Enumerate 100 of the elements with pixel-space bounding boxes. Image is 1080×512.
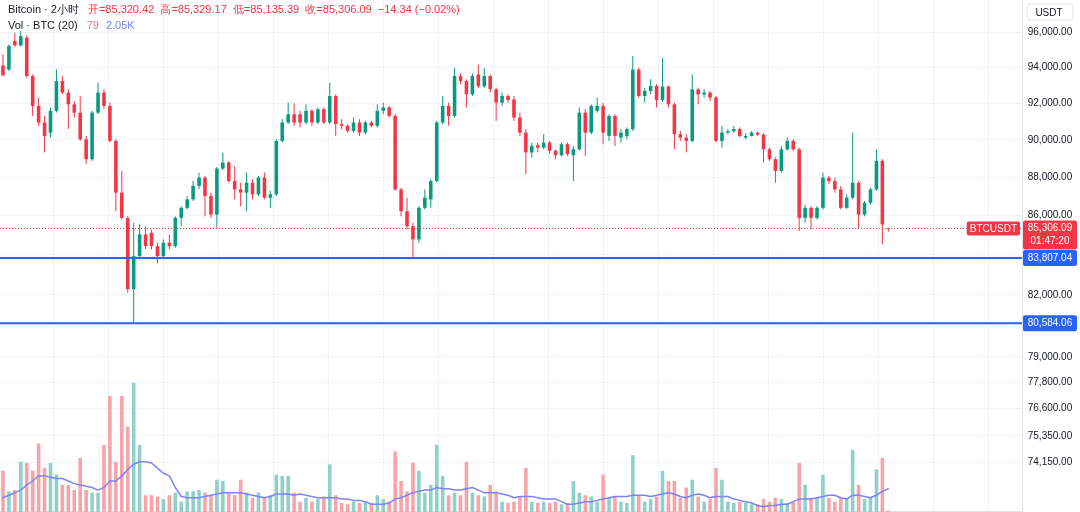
candlestick xyxy=(423,188,427,211)
candlestick xyxy=(84,135,88,165)
candlestick xyxy=(803,204,807,224)
bar xyxy=(636,495,641,512)
bar xyxy=(607,497,611,512)
candlestick xyxy=(524,128,528,175)
bar xyxy=(209,495,213,512)
bar xyxy=(226,492,231,512)
candlestick xyxy=(226,160,231,184)
chart-title: Bitcoin · 2小时 xyxy=(8,3,79,15)
bar xyxy=(405,491,409,512)
candlestick xyxy=(518,112,522,137)
candlestick xyxy=(838,185,843,211)
y-tick-label: 77,800.00 xyxy=(1027,376,1073,388)
y-tick-label: 82,000.00 xyxy=(1027,288,1073,300)
bar xyxy=(827,497,831,512)
bar xyxy=(327,464,332,512)
bar xyxy=(797,462,801,512)
candlestick xyxy=(613,113,617,147)
candlestick xyxy=(13,32,17,48)
y-tick-label: 75,350.00 xyxy=(1027,429,1073,441)
bar xyxy=(280,475,285,512)
y-tick-label: 94,000.00 xyxy=(1027,61,1073,73)
candlestick xyxy=(209,192,213,219)
candlestick xyxy=(827,175,831,185)
candlestick xyxy=(179,205,184,227)
bar xyxy=(488,484,492,512)
candlestick xyxy=(292,102,296,127)
bar xyxy=(417,470,421,512)
bar xyxy=(215,479,219,512)
bar xyxy=(737,501,742,512)
bar xyxy=(13,490,17,512)
bar xyxy=(24,462,29,512)
bar xyxy=(530,501,534,512)
bar xyxy=(191,491,195,512)
candlestick xyxy=(197,172,201,190)
bar xyxy=(120,395,124,512)
candlestick xyxy=(429,178,433,209)
bar xyxy=(583,495,588,512)
chart-title: Vol · BTC (20) xyxy=(8,19,78,31)
bar xyxy=(702,501,706,512)
bar xyxy=(423,492,427,512)
candlestick xyxy=(482,67,487,89)
candlestick xyxy=(286,102,290,125)
bar xyxy=(197,490,201,512)
bar xyxy=(613,496,617,512)
bar xyxy=(102,444,106,512)
bar xyxy=(601,474,605,512)
bar xyxy=(286,475,290,512)
candlestick xyxy=(280,118,285,144)
bar xyxy=(90,492,94,512)
bar xyxy=(732,502,736,512)
bar xyxy=(7,491,11,512)
candlestick xyxy=(583,108,588,157)
candlestick xyxy=(203,175,207,217)
y-tick-label: 79,000.00 xyxy=(1027,350,1073,362)
candlestick xyxy=(102,88,106,110)
bar xyxy=(434,444,439,512)
candlestick xyxy=(726,128,730,135)
candlestick xyxy=(512,95,516,122)
y-tick-label: 96,000.00 xyxy=(1027,26,1073,38)
bar xyxy=(494,491,498,512)
bar xyxy=(815,497,819,512)
bar xyxy=(72,490,77,512)
bar xyxy=(791,501,796,512)
bar xyxy=(690,479,695,512)
candlestick xyxy=(488,73,492,94)
bar xyxy=(838,497,843,512)
bar xyxy=(619,501,623,512)
bar xyxy=(203,492,207,512)
bar xyxy=(589,496,593,512)
bar xyxy=(696,496,700,512)
y-axis-title: USDT xyxy=(1035,6,1063,18)
bar xyxy=(720,479,724,512)
bar xyxy=(316,499,320,512)
candlestick xyxy=(720,125,724,149)
candlestick xyxy=(238,182,243,207)
y-tick-label: 74,150.00 xyxy=(1027,456,1073,468)
bar xyxy=(310,501,314,512)
candlestick xyxy=(304,103,308,125)
candlestick xyxy=(399,187,403,217)
bar xyxy=(506,502,510,512)
candlestick xyxy=(1,53,5,77)
ref-line-label: 80,584.06 xyxy=(1027,317,1073,329)
candlestick xyxy=(494,87,498,122)
text: 85,306.09 xyxy=(1027,222,1073,234)
y-tick-label: 76,600.00 xyxy=(1027,402,1073,414)
chart-subtitle: 开=85,320.42 高=85,329.17 低=85,135.39 收=85,306.09 −14.34 (−0.02%) xyxy=(87,3,460,15)
bar xyxy=(78,457,82,512)
bar xyxy=(482,496,487,512)
bar xyxy=(518,496,522,512)
candlestick xyxy=(708,90,712,102)
bar xyxy=(708,499,712,512)
bar xyxy=(512,501,516,512)
bar xyxy=(429,484,433,512)
bar xyxy=(84,490,88,512)
bar xyxy=(185,491,189,512)
bar xyxy=(535,502,540,512)
candlestick xyxy=(607,113,611,142)
ref-line-label: BTCUSDT xyxy=(969,222,1017,234)
